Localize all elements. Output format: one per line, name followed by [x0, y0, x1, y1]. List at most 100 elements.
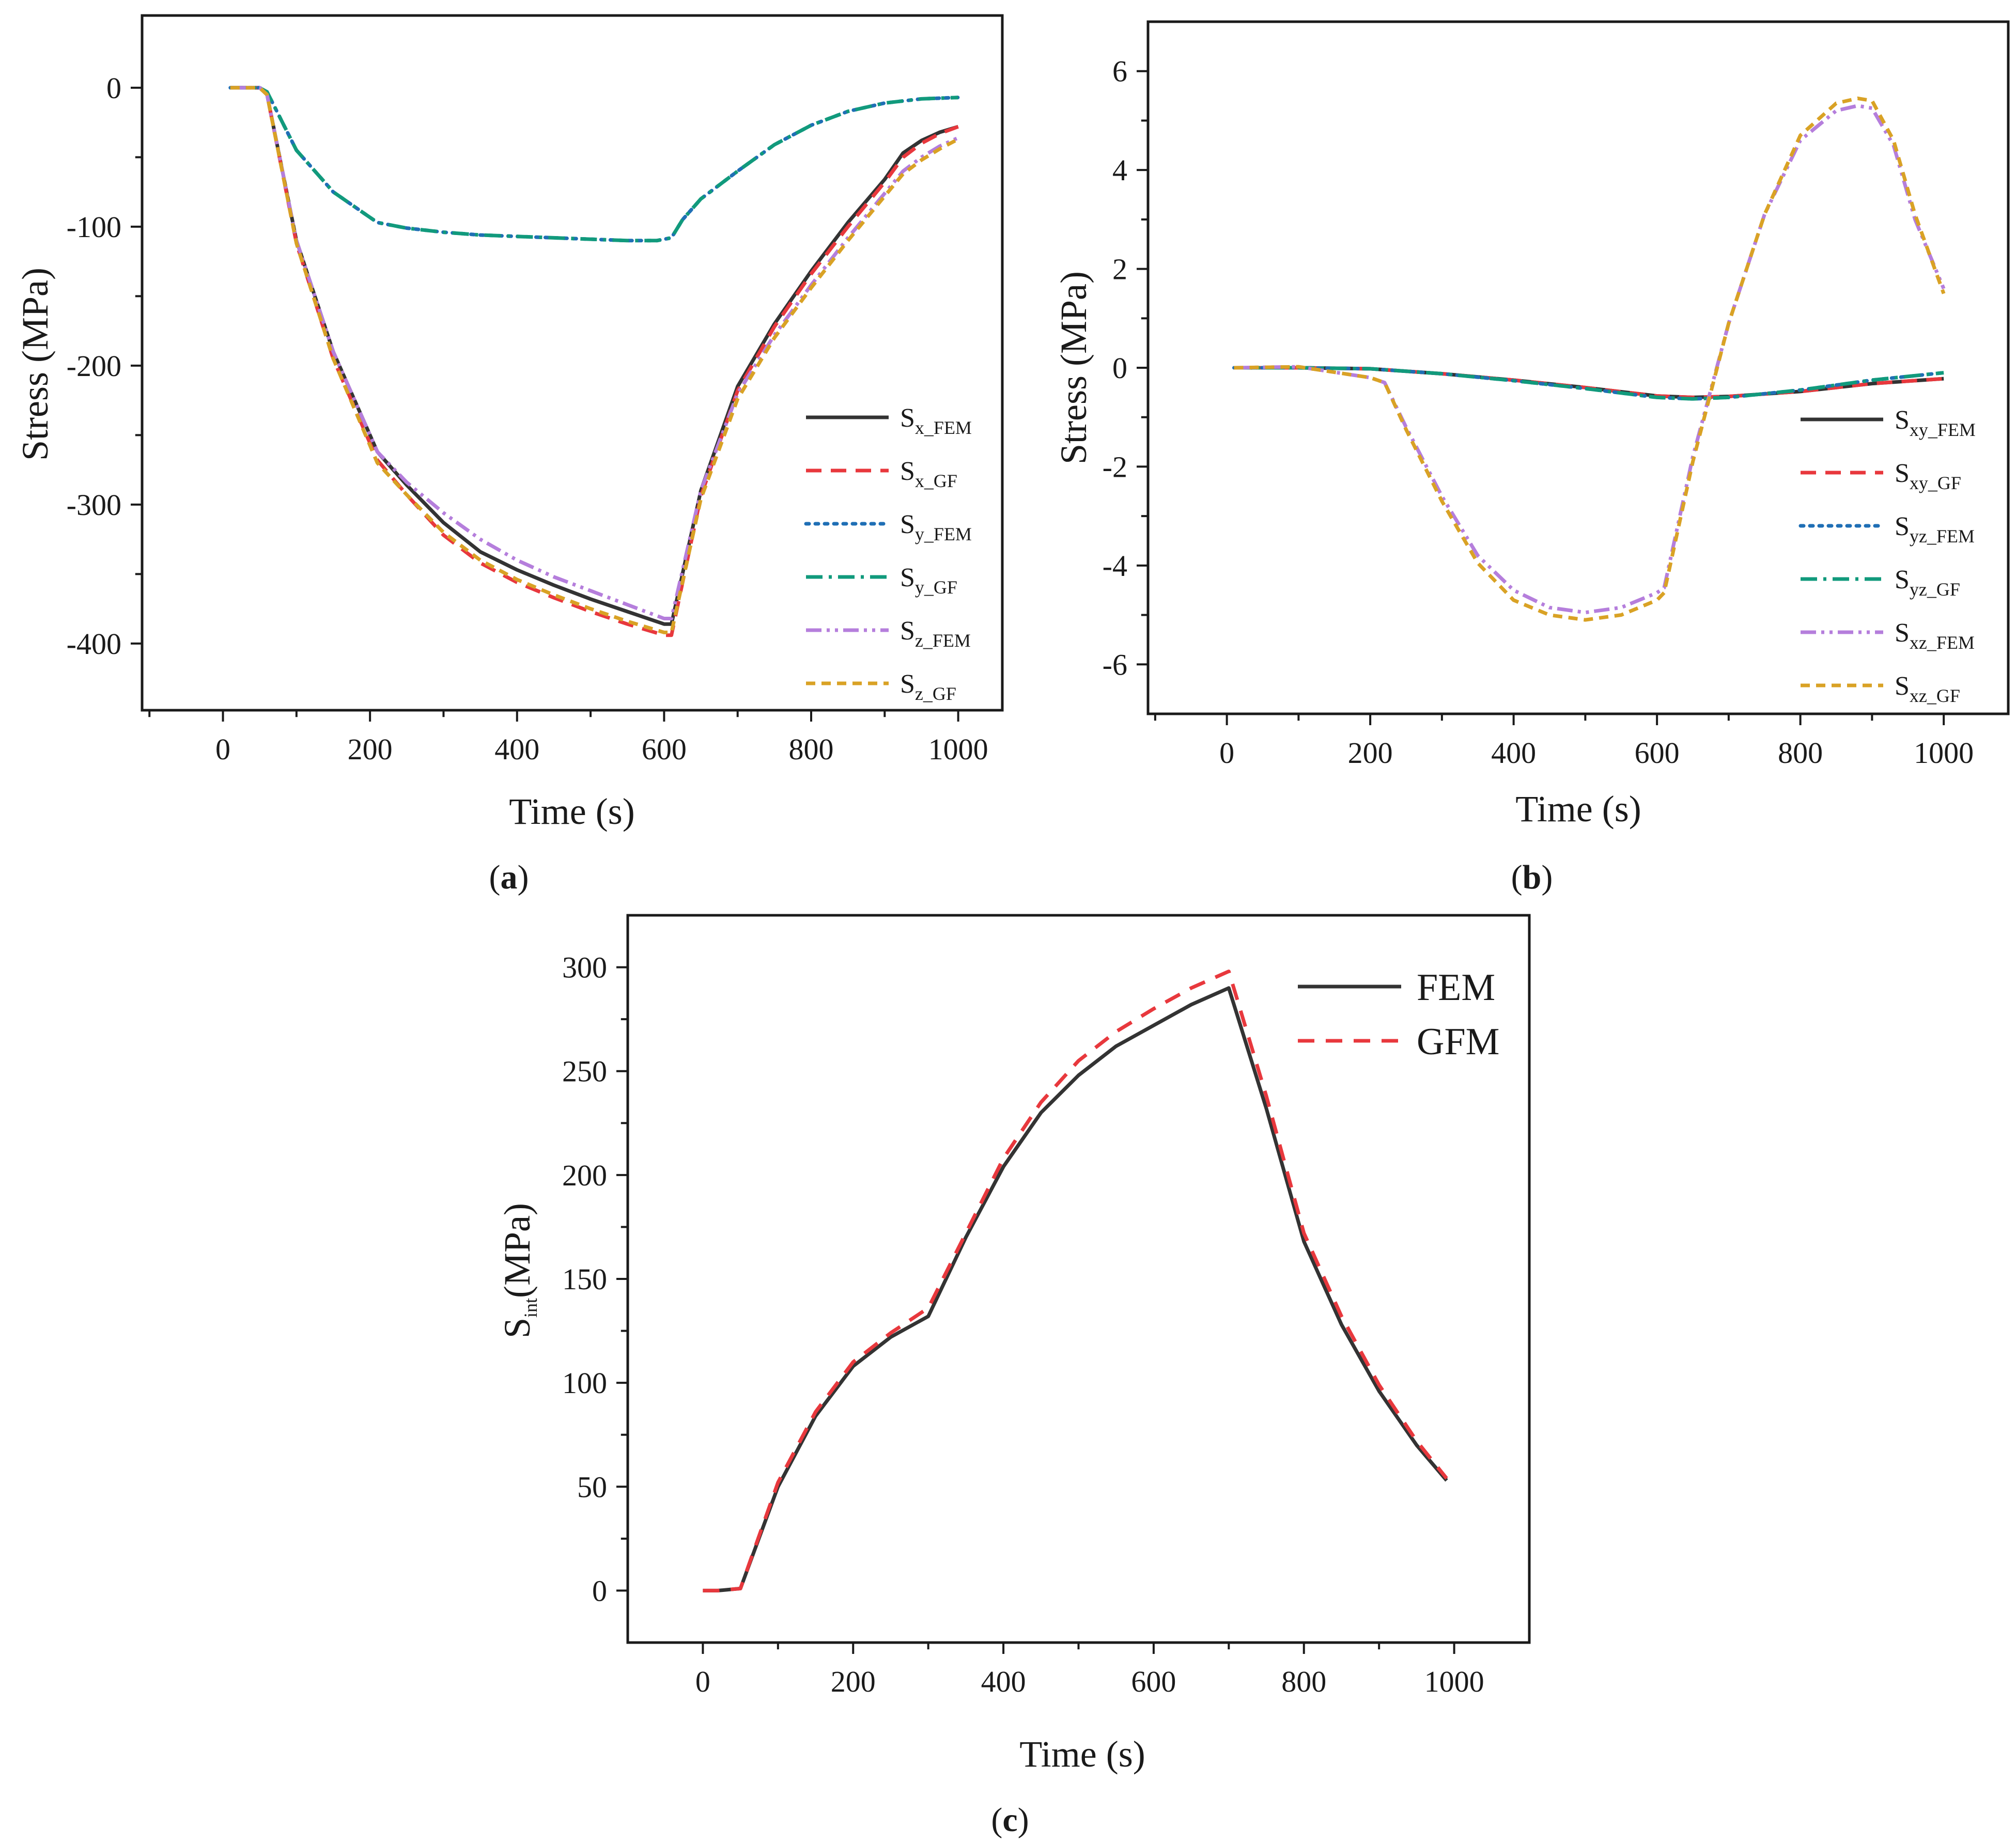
panel-b-x-tick-label: 800	[1778, 736, 1823, 770]
panel-c-caption: (c)	[991, 1801, 1029, 1839]
panel-a-x-tick-label: 1000	[928, 732, 988, 766]
panel-c-x-tick-label: 0	[695, 1665, 710, 1698]
panel-a-x-tick-label: 600	[642, 732, 687, 766]
panel-b-x-ticks: 0 200 400 600 800 1000	[1154, 714, 1974, 770]
panel-a-y-ticks: 0 -100 -200 -300 -400	[67, 71, 142, 661]
panel-b-legend-label-s-yz-gf: Syz_GF	[1895, 565, 1960, 600]
panel-c-y-label-main: S	[497, 1318, 538, 1338]
legend-label-sub: x_FEM	[915, 417, 972, 438]
panel-b-y-tick-label: 6	[1112, 55, 1127, 88]
panel-a-x-ticks: 0 200 400 600 800 1000	[148, 710, 988, 766]
panel-b-x-tick-label: 600	[1635, 736, 1680, 770]
panel-b-chart: 0 200 400 600 800 1000 6 4 2 0 -2 -4 -6 Time (s) St…	[1053, 20, 2010, 896]
panel-c-y-tick-label: 150	[562, 1262, 607, 1296]
panel-c-x-ticks: 0 200 400 600 800 1000	[695, 1643, 1484, 1698]
panel-a-plot-frame	[141, 14, 1004, 712]
legend-label-sub: yz_GF	[1910, 579, 1960, 600]
panel-a-caption-letter: a	[501, 858, 518, 896]
legend-label-sub: xz_FEM	[1910, 632, 1975, 653]
panel-b-x-axis-label: Time (s)	[1515, 788, 1641, 830]
legend-label-sub: x_GF	[915, 471, 957, 491]
legend-label-main: S	[900, 563, 915, 592]
panel-b-legend-label-s-xy-gf: Sxy_GF	[1895, 459, 1961, 493]
panel-a-line-s-z-gf	[230, 86, 959, 634]
panel-a-x-axis-label: Time (s)	[509, 791, 634, 832]
panel-c-chart: 0 200 400 600 800 1000 300 250 200 150 100 50 0 Tim…	[497, 914, 1531, 1839]
panel-a-y-tick-label: -400	[67, 627, 121, 661]
panel-a-x-tick-label: 0	[215, 732, 230, 766]
panel-c-legend: FEM GFM	[1298, 966, 1499, 1063]
panel-c-y-tick-label: 250	[562, 1055, 607, 1088]
panel-b-y-axis-label: Stress (MPa)	[1053, 271, 1094, 464]
panel-b-line-s-xz-gf	[1234, 96, 1946, 622]
panel-b-y-ticks: 6 4 2 0 -2 -4 -6	[1103, 55, 1148, 681]
panel-c-legend-label-fem: FEM	[1417, 966, 1495, 1009]
legend-label-main: GFM	[1417, 1021, 1499, 1063]
panel-a-legend-label-s-z-fem: Sz_FEM	[900, 616, 971, 651]
panel-a-y-tick-label: -100	[67, 210, 121, 244]
panel-b-x-tick-label: 0	[1219, 736, 1234, 770]
panel-c-y-tick-label: 300	[562, 951, 607, 984]
legend-label-main: S	[900, 403, 915, 433]
legend-label-sub: z_GF	[915, 683, 956, 704]
panel-a-y-tick-label: 0	[106, 71, 121, 105]
legend-label-main: S	[1895, 671, 1910, 701]
legend-label-sub: xy_FEM	[1910, 419, 1976, 440]
legend-label-main: S	[1895, 459, 1910, 488]
legend-label-sub: yz_FEM	[1910, 526, 1975, 546]
panel-a-caption: (a)	[489, 858, 529, 896]
legend-label-sub: y_FEM	[915, 524, 972, 544]
panel-c-line-gfm	[703, 970, 1448, 1592]
panel-b-y-tick-label: -4	[1103, 549, 1127, 583]
legend-label-sub: xz_GF	[1910, 685, 1960, 706]
legend-label-main: S	[900, 616, 915, 646]
panel-b-y-tick-label: -2	[1103, 450, 1127, 483]
panel-a-legend-label-s-y-gf: Sy_GF	[900, 563, 957, 598]
panel-b-x-tick-label: 400	[1491, 736, 1536, 770]
panel-b-y-tick-label: 2	[1112, 253, 1127, 286]
panel-a-series	[228, 86, 960, 637]
panel-b-line-s-yz-gf	[1234, 366, 1944, 401]
panel-c-y-label-unit: (MPa)	[497, 1203, 538, 1298]
legend-label-main: S	[1895, 565, 1910, 595]
legend-label-main: S	[1895, 618, 1910, 648]
panel-b-y-tick-label: 0	[1112, 351, 1127, 385]
panel-c-y-tick-label: 0	[592, 1574, 607, 1607]
panel-a-y-axis-label: Stress (MPa)	[14, 268, 56, 461]
panel-c-x-tick-label: 600	[1131, 1665, 1176, 1698]
panel-a-y-tick-label: -200	[67, 349, 121, 383]
legend-label-sub: z_FEM	[915, 630, 971, 651]
panel-c-x-tick-label: 800	[1281, 1665, 1326, 1698]
panel-a-line-s-z-fem	[230, 86, 959, 620]
panel-c-y-tick-label: 100	[562, 1366, 607, 1400]
panel-b-caption-letter: b	[1523, 858, 1542, 896]
panel-c-x-tick-label: 200	[831, 1665, 876, 1698]
panel-c-y-ticks: 300 250 200 150 100 50 0	[562, 951, 628, 1607]
panel-b-x-tick-label: 1000	[1914, 736, 1974, 770]
panel-c-y-tick-label: 50	[577, 1470, 607, 1504]
panel-a-legend-label-s-x-gf: Sx_GF	[900, 457, 957, 491]
panel-c-series	[703, 970, 1448, 1592]
panel-a-legend-label-s-z-gf: Sz_GF	[900, 669, 956, 704]
panel-c-y-axis-label: Sint(MPa)	[497, 1203, 541, 1338]
panel-a-legend-label-s-x-fem: Sx_FEM	[900, 403, 972, 438]
panel-c-legend-label-gfm: GFM	[1417, 1021, 1499, 1063]
panel-c-x-axis-label: Time (s)	[1019, 1733, 1145, 1775]
panel-a-y-tick-label: -300	[67, 488, 121, 522]
panel-b-y-tick-label: 4	[1112, 153, 1127, 187]
legend-label-main: FEM	[1417, 966, 1495, 1009]
legend-label-sub: xy_GF	[1910, 473, 1961, 493]
panel-a-line-s-y-gf	[230, 86, 958, 243]
legend-label-main: S	[900, 510, 915, 539]
panel-b-legend-label-s-xy-fem: Sxy_FEM	[1895, 405, 1976, 440]
legend-label-main: S	[900, 669, 915, 699]
legend-label-sub: y_GF	[915, 577, 957, 598]
panel-b-caption: (b)	[1511, 858, 1553, 896]
panel-c-line-fem	[703, 986, 1448, 1592]
panel-b-legend-label-s-xz-fem: Sxz_FEM	[1895, 618, 1975, 653]
panel-b-series	[1232, 96, 1946, 622]
panel-b-legend-label-s-yz-fem: Syz_FEM	[1895, 512, 1975, 546]
panel-c-y-tick-label: 200	[562, 1159, 607, 1192]
panel-b-y-tick-label: -6	[1103, 648, 1127, 681]
